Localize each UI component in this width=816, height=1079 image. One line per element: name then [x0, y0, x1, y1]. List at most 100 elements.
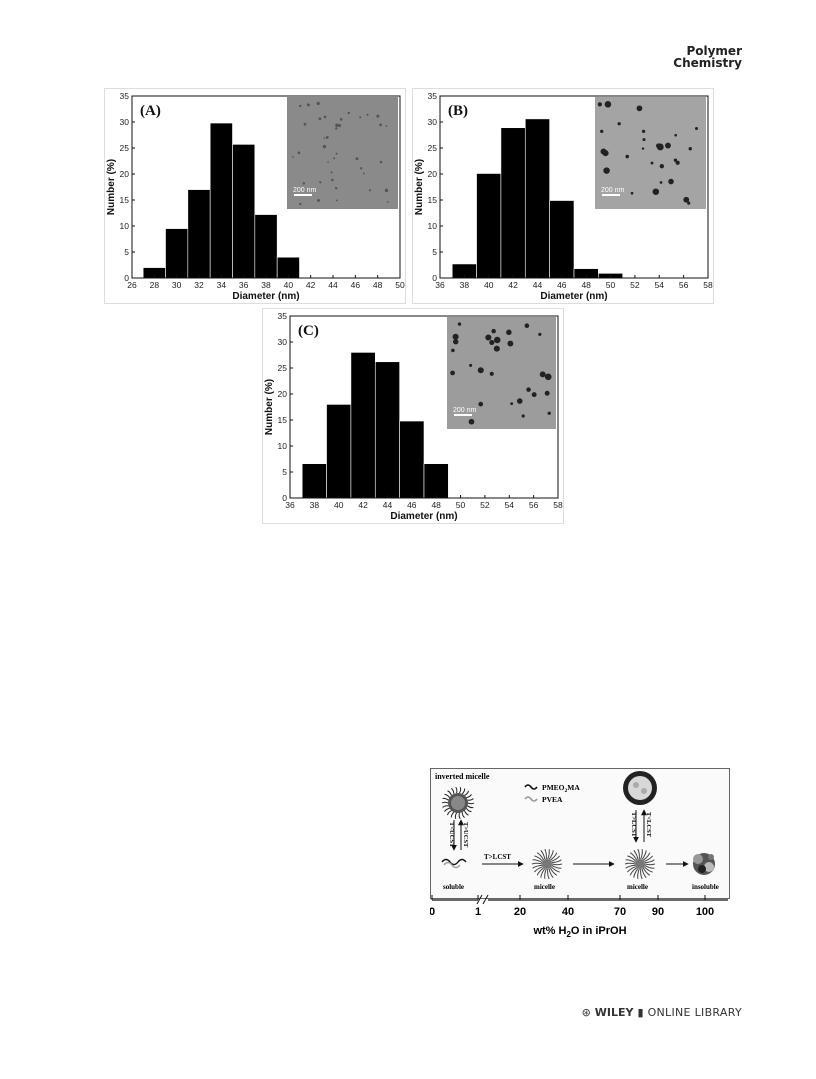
tem-particle: [688, 147, 692, 151]
tem-particle: [636, 105, 643, 112]
micelle-chain: [467, 802, 475, 805]
y-tick-label: 0: [432, 273, 437, 283]
tem-particle: [491, 328, 496, 334]
y-tick-label: 20: [428, 169, 438, 179]
y-axis-title: Number (%): [106, 159, 117, 215]
x-tick-label: 44: [328, 280, 338, 290]
micelle-chain: [444, 793, 450, 798]
inverted-micelle-icon: [441, 786, 475, 820]
library-book-icon: ▮: [637, 1006, 644, 1019]
x-tick-label: 46: [351, 280, 361, 290]
tem-particle: [453, 338, 459, 345]
micelle-chain: [637, 868, 640, 879]
micelle-chain: [540, 868, 546, 878]
micelle-chain: [455, 786, 458, 794]
micelle-chain: [464, 810, 469, 816]
pvea-legend-label: PVEA: [542, 795, 563, 804]
tem-particle: [547, 411, 551, 415]
tem-inset-image: 200 nm: [287, 97, 398, 209]
micelle-chain: [547, 868, 550, 880]
x-tick-label: 36: [285, 500, 295, 510]
pmeo2ma-legend-label: PMEO2MA: [542, 783, 580, 794]
tem-particle: [323, 137, 326, 140]
micelle-chain: [643, 866, 653, 873]
tem-particle: [384, 188, 389, 193]
online-library-label: ONLINE LIBRARY: [647, 1006, 742, 1019]
x-tick-label: 40: [284, 280, 294, 290]
scheme-tick-label: 1: [475, 906, 481, 918]
x-tick-label: 50: [395, 280, 405, 290]
histogram-bar: [301, 463, 327, 499]
y-tick-label: 30: [278, 337, 288, 347]
micelle-chain: [642, 867, 651, 876]
histogram-bar: [209, 122, 233, 279]
tem-particle: [656, 143, 664, 151]
histogram-bar: [232, 144, 256, 279]
tem-particle: [376, 114, 380, 118]
y-tick-label: 25: [428, 143, 438, 153]
y-tick-label: 10: [428, 221, 438, 231]
tem-particle: [526, 387, 531, 392]
ucst-down-label: T<UCST: [448, 822, 455, 848]
tem-particle: [675, 160, 680, 165]
tem-particle: [516, 398, 523, 404]
panel-label: (C): [298, 323, 319, 339]
tem-particle: [630, 191, 634, 195]
soluble-chain-light: [443, 861, 461, 869]
x-tick-label: 28: [150, 280, 160, 290]
micelle-chain: [540, 850, 546, 860]
micelle-chain: [450, 811, 455, 818]
micelle-chain: [536, 852, 545, 861]
x-tick-label: 38: [460, 280, 470, 290]
tem-particle: [323, 115, 327, 119]
tem-inset-image: 200 nm: [595, 97, 706, 209]
micelle-chain: [642, 852, 651, 861]
x-tick-label: 36: [435, 280, 445, 290]
histogram-bar: [500, 127, 526, 279]
micelle-chain: [458, 812, 461, 820]
micelle-chain: [644, 855, 654, 862]
histogram-panel-b: 200 nm 0 5 10 15 20 25 30 35 36 38 40 42 44 46 48 50 52 54…: [412, 88, 714, 304]
panel-label: (A): [140, 103, 161, 119]
tem-particle: [602, 150, 609, 157]
tem-particle: [597, 102, 602, 107]
tem-particle: [299, 104, 302, 108]
micelle-chain: [641, 868, 647, 878]
scheme-tick-label: 20: [514, 906, 526, 918]
tem-particle: [327, 161, 329, 163]
micelle-chain: [533, 866, 543, 873]
histogram-chart-b: 200 nm 0 5 10 15 20 25 30 35 36 38 40 42 44 46 48 50 52 54…: [412, 88, 714, 304]
scheme-tick-label: 90: [652, 906, 664, 918]
tem-particle: [493, 336, 501, 344]
tem-particle: [322, 144, 327, 149]
micelle-chain: [551, 863, 563, 866]
x-tick-label: 40: [334, 500, 344, 510]
stage-insoluble-label: insoluble: [692, 883, 719, 891]
histogram-bar: [165, 228, 189, 279]
tem-particle: [379, 160, 383, 164]
tem-particle: [359, 167, 363, 170]
scheme-tick-label: 100: [696, 906, 714, 918]
histogram-bar: [187, 189, 211, 279]
x-tick-label: 54: [505, 500, 515, 510]
x-tick-label: 26: [127, 280, 137, 290]
scale-bar-label: 200 nm: [601, 187, 625, 194]
x-tick-label: 54: [655, 280, 665, 290]
tem-particle: [319, 181, 322, 184]
panel-label: (B): [448, 103, 468, 119]
tem-particle: [339, 118, 343, 121]
pvea-legend-icon: [524, 796, 538, 802]
x-tick-label: 58: [703, 280, 713, 290]
tem-particle: [317, 199, 320, 202]
tem-particle: [330, 171, 333, 174]
tem-particle: [659, 181, 663, 184]
scale-bar-label: 200 nm: [293, 187, 317, 194]
micelle-chain: [444, 807, 450, 812]
tem-particle: [641, 147, 645, 150]
micelle-chain: [454, 812, 458, 820]
micelle-chain: [551, 864, 562, 869]
lcst-right-up-label: T>LCST: [630, 812, 637, 838]
x-tick-label: 40: [484, 280, 494, 290]
y-tick-label: 10: [120, 221, 130, 231]
tem-particle: [544, 373, 552, 381]
